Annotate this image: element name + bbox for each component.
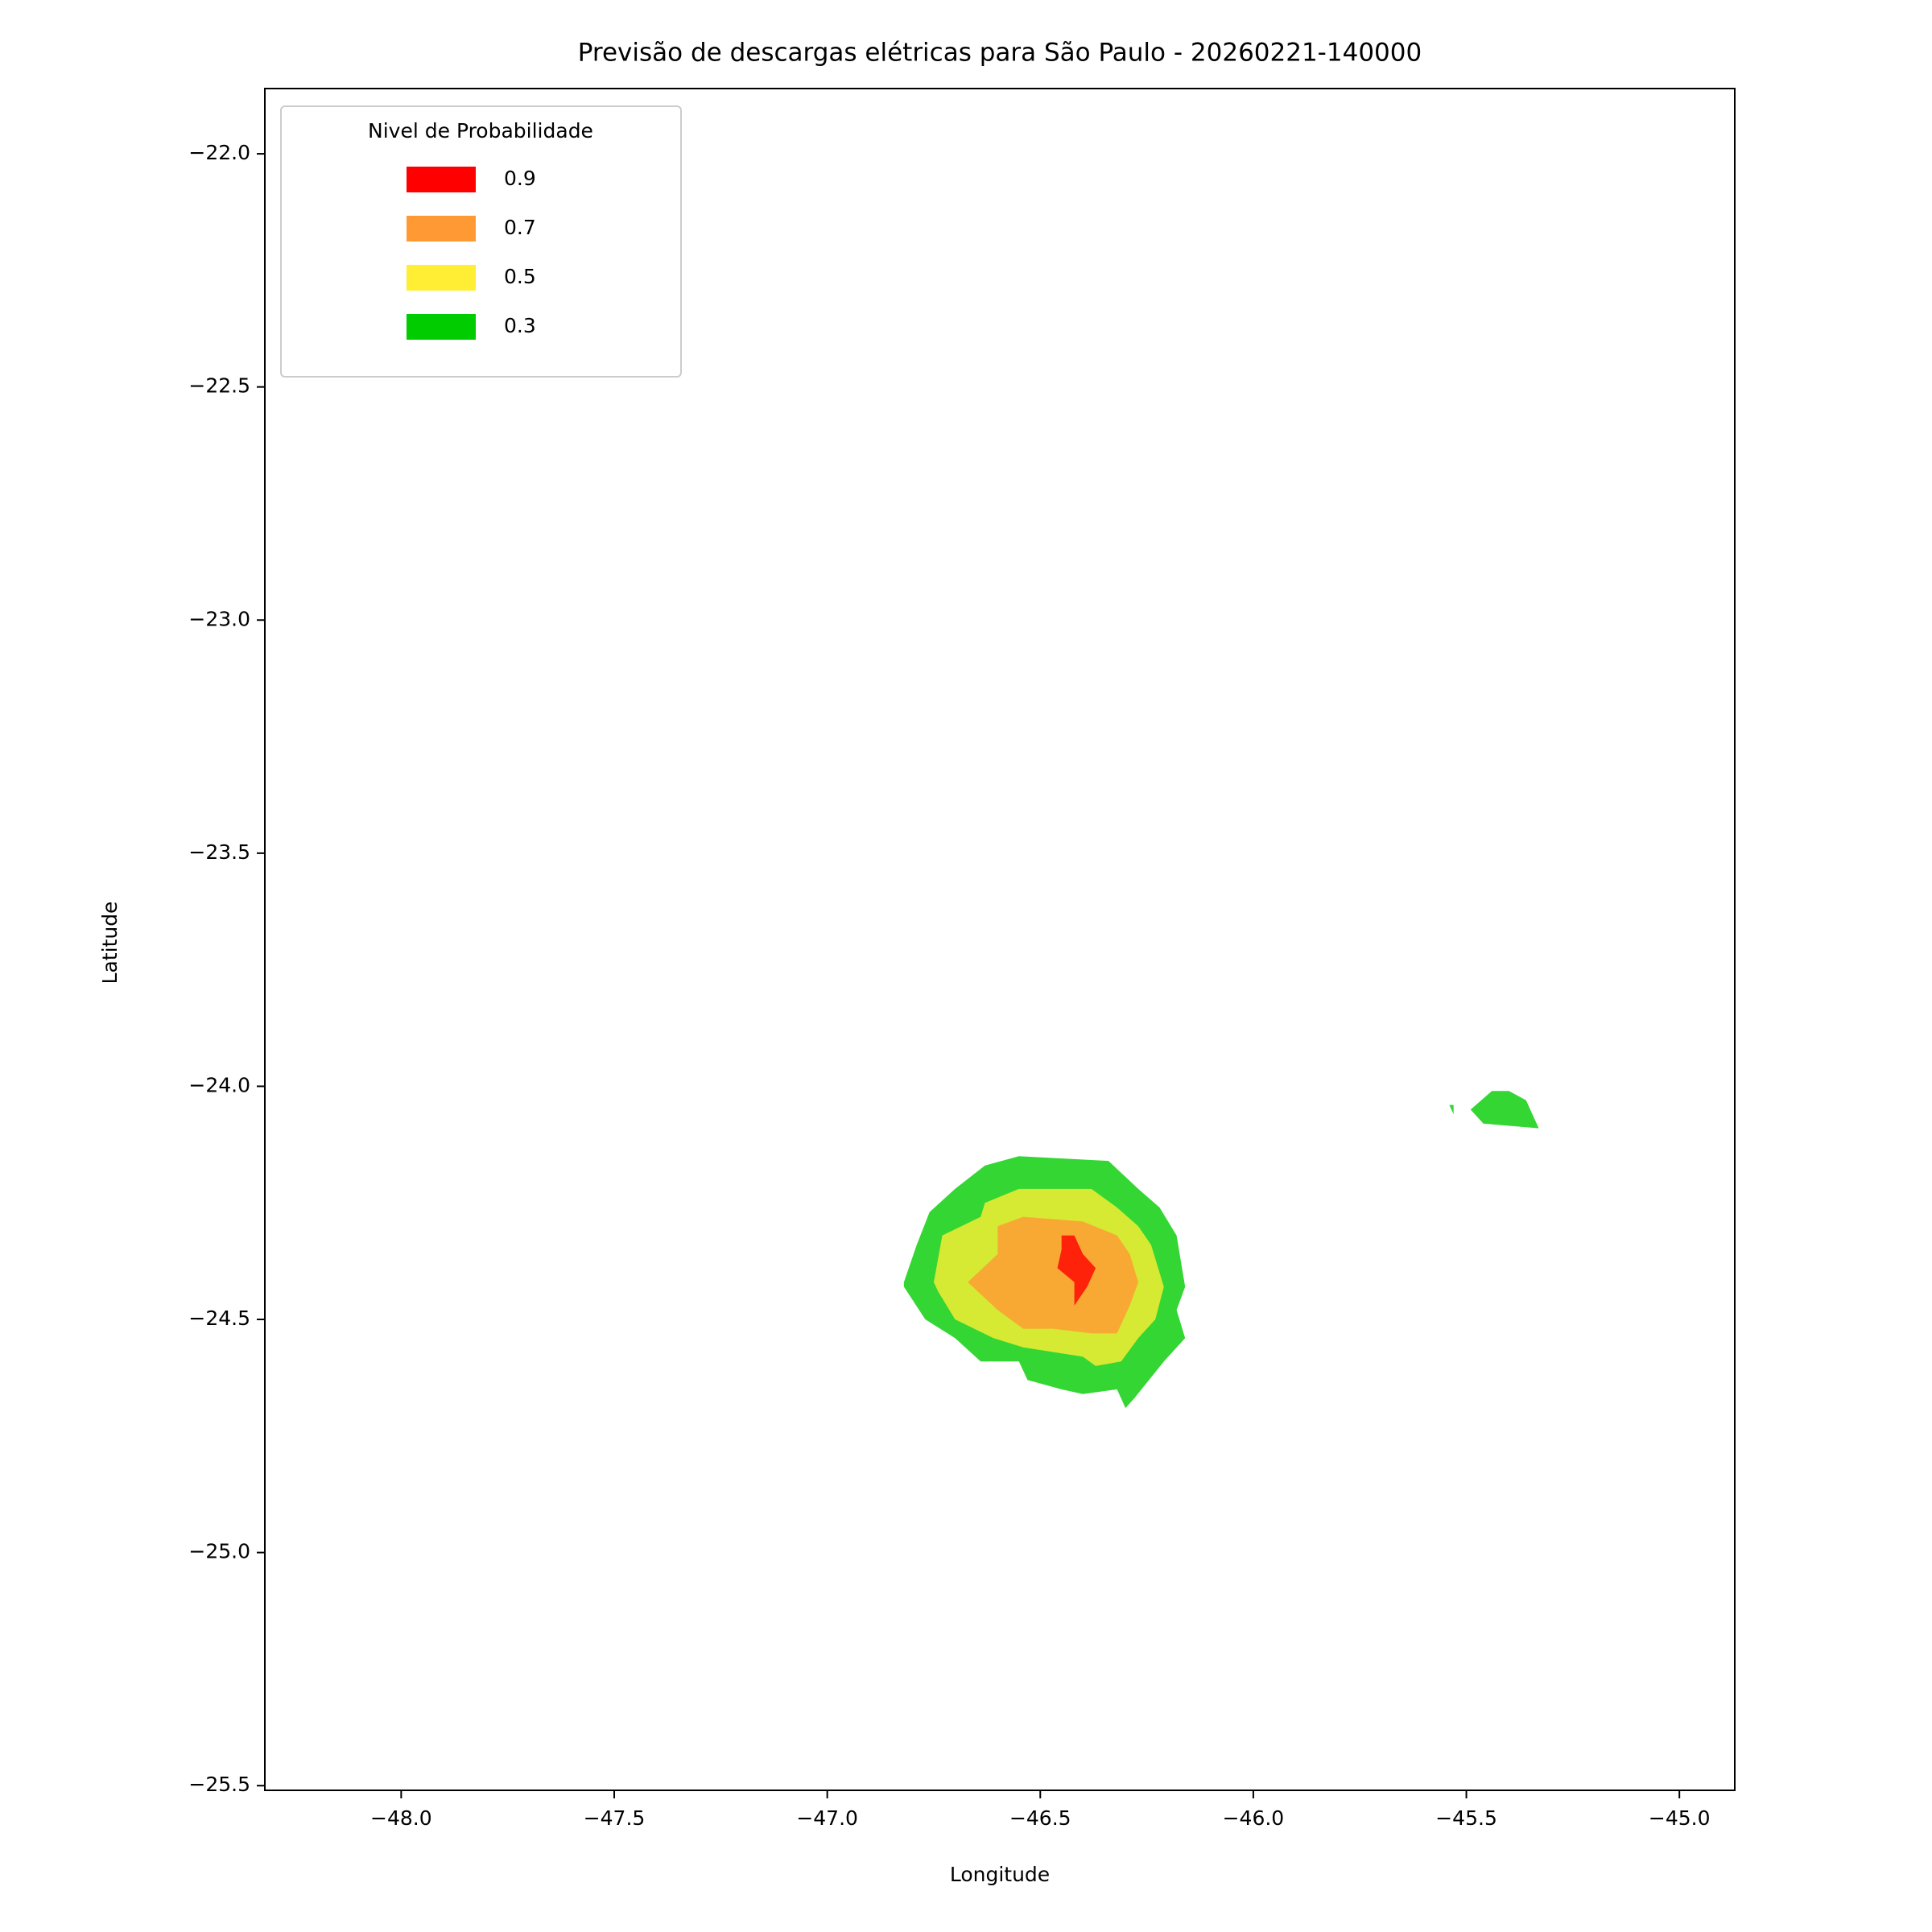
legend-box	[280, 105, 682, 378]
legend: Nivel de Probabilidade 0.9 0.7 0.5 0.3	[280, 105, 682, 378]
x-tick-label: −47.0	[796, 1806, 858, 1830]
plot-area	[903, 1091, 1539, 1409]
legend-label: 0.3	[504, 314, 536, 337]
x-tick-label: −45.0	[1649, 1806, 1711, 1830]
legend-swatch	[407, 167, 476, 192]
y-tick-label: −25.0	[188, 1540, 250, 1563]
legend-swatch	[407, 216, 476, 242]
legend-label: 0.7	[504, 216, 536, 239]
x-tick-label: −47.5	[584, 1806, 646, 1830]
axes-frame	[264, 88, 1736, 1791]
legend-label: 0.5	[504, 265, 536, 288]
x-tick-label: −45.5	[1435, 1806, 1497, 1830]
x-axis-label: Longitude	[950, 1863, 1050, 1886]
contour-region	[1057, 1235, 1096, 1306]
y-tick-label: −24.5	[188, 1307, 250, 1330]
legend-title: Nivel de Probabilidade	[368, 119, 593, 142]
legend-swatch	[407, 265, 476, 291]
y-tick-label: −25.5	[188, 1773, 250, 1796]
x-tick-label: −46.5	[1009, 1806, 1071, 1830]
x-tick-label: −46.0	[1223, 1806, 1285, 1830]
y-tick-label: −22.0	[188, 141, 250, 164]
chart-title: Previsão de descargas elétricas para São…	[578, 39, 1422, 68]
x-tick-label: −48.0	[370, 1806, 432, 1830]
y-tick-label: −22.5	[188, 374, 250, 398]
y-axis-label: Latitude	[98, 902, 122, 985]
legend-label: 0.9	[504, 167, 536, 190]
y-tick-label: −24.0	[188, 1073, 250, 1096]
ticks: −48.0 −47.5 −47.0 −46.5 −46.0 −45.5 −45.0 −22.0…	[188, 141, 1710, 1830]
contour-region	[1470, 1091, 1539, 1129]
y-tick-label: −23.5	[188, 840, 250, 864]
contour-region	[968, 1216, 1138, 1334]
legend-swatch	[407, 314, 476, 340]
contour-region	[1449, 1104, 1454, 1115]
y-tick-label: −23.0	[188, 607, 250, 630]
